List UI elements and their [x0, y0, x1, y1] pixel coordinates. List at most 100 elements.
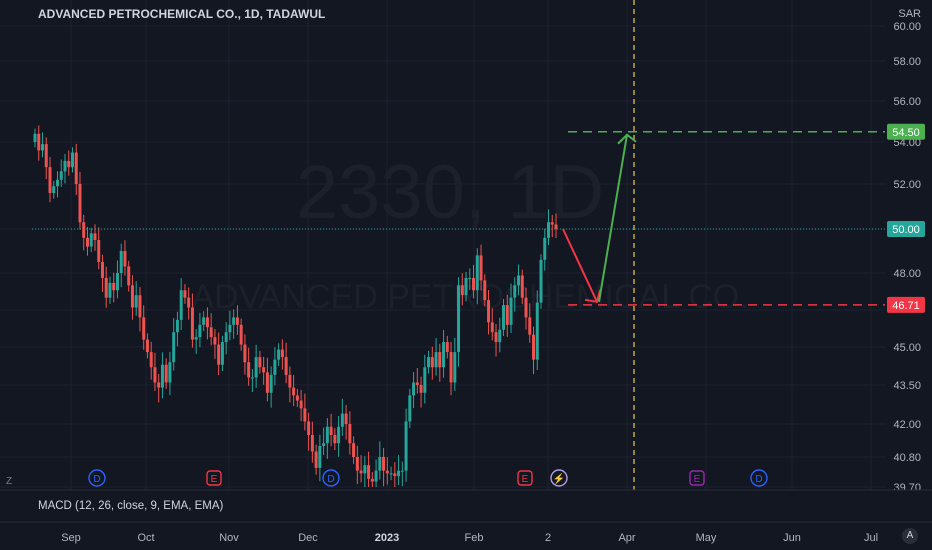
macd-legend[interactable]: MACD (12, 26, close, 9, EMA, EMA) [38, 500, 224, 512]
candle [333, 435, 337, 444]
candle [487, 300, 491, 323]
candle [490, 322, 494, 333]
candle [517, 275, 521, 286]
candle [382, 457, 386, 471]
candle [547, 222, 551, 238]
event-label: E [522, 474, 529, 485]
candle [254, 357, 258, 378]
candle [175, 319, 179, 333]
candle [280, 349, 284, 358]
event-marker[interactable]: D [750, 469, 768, 487]
down-arrow[interactable] [562, 228, 598, 303]
candle [307, 421, 311, 435]
candle [464, 277, 468, 296]
candle [220, 342, 224, 365]
price-axis[interactable]: SAR39.7040.8042.0043.5045.0048.0052.0054… [887, 8, 925, 494]
candle [33, 133, 37, 142]
candle [550, 222, 554, 225]
candle [52, 186, 56, 193]
candle [265, 372, 269, 393]
candle [67, 160, 71, 168]
candle [532, 334, 536, 360]
candle [217, 344, 221, 365]
candle [48, 167, 52, 193]
drawings[interactable] [32, 0, 885, 490]
candle [130, 285, 134, 308]
event-label: D [327, 474, 334, 485]
price-tick: 56.00 [893, 96, 921, 108]
candle [82, 222, 86, 238]
candle [442, 342, 446, 368]
auto-scale-button[interactable]: A [902, 528, 918, 544]
event-label: D [755, 474, 762, 485]
event-markers[interactable]: D E D E ⚡ E D [88, 469, 768, 487]
chart-title: ADVANCED PETROCHEMICAL CO., 1D, TADAWUL [38, 7, 326, 21]
event-marker[interactable]: D [88, 469, 106, 487]
candle [63, 160, 67, 172]
price-tick: 58.00 [893, 56, 921, 68]
event-marker[interactable]: D [322, 469, 340, 487]
price-label: 50.00 [892, 224, 920, 236]
earnings-icon[interactable] [206, 470, 222, 486]
time-tick: Oct [137, 532, 154, 544]
price-label-badge [887, 221, 925, 237]
candle [134, 295, 138, 308]
candle [494, 332, 498, 343]
event-marker[interactable]: E [517, 470, 533, 486]
candle [498, 329, 502, 343]
candle [543, 237, 547, 260]
candle [453, 352, 457, 383]
candle [535, 302, 539, 360]
price-label: 46.71 [892, 300, 920, 312]
earnings-icon[interactable] [689, 470, 705, 486]
split-icon[interactable] [550, 469, 568, 487]
time-tick: Apr [618, 532, 635, 544]
time-tick: 2 [545, 532, 551, 544]
price-tick: 54.00 [893, 137, 921, 149]
candle [460, 285, 464, 296]
price-label: 54.50 [892, 127, 920, 139]
dividend-icon[interactable] [88, 469, 106, 487]
candle [434, 352, 438, 368]
candle [93, 233, 97, 240]
candle [183, 290, 187, 298]
candle [149, 352, 153, 368]
candle [449, 352, 453, 383]
candle [295, 395, 299, 401]
event-marker[interactable]: E [206, 470, 222, 486]
candle [127, 266, 131, 286]
candle [520, 275, 524, 298]
event-marker[interactable]: E [689, 470, 705, 486]
candle [363, 465, 367, 474]
candle [325, 426, 329, 444]
candle [262, 367, 266, 373]
candle [228, 324, 232, 333]
candle [419, 385, 423, 393]
candle [340, 413, 344, 427]
candle [213, 337, 217, 345]
candle [318, 446, 322, 468]
earnings-icon[interactable] [517, 470, 533, 486]
event-marker[interactable]: ⚡ [550, 469, 568, 487]
candle [554, 224, 558, 229]
event-label: E [694, 474, 701, 485]
dividend-icon[interactable] [322, 469, 340, 487]
dividend-icon[interactable] [750, 469, 768, 487]
candle [427, 357, 431, 368]
candle [322, 443, 326, 446]
candle [250, 377, 254, 379]
up-arrow[interactable] [598, 134, 628, 302]
candle [468, 277, 472, 279]
candle [378, 457, 382, 471]
time-axis[interactable]: Sep Oct Nov Dec 2023 Feb 2 Apr May Jun Jul [0, 489, 932, 550]
up-arrow-head [617, 133, 637, 145]
down-arrow-head [584, 289, 601, 303]
candle [108, 282, 112, 298]
zoom-button[interactable]: Z [6, 476, 13, 487]
candle [85, 237, 89, 247]
candle [123, 251, 127, 267]
candle [258, 357, 262, 368]
candle [408, 395, 412, 422]
candle [74, 152, 78, 184]
